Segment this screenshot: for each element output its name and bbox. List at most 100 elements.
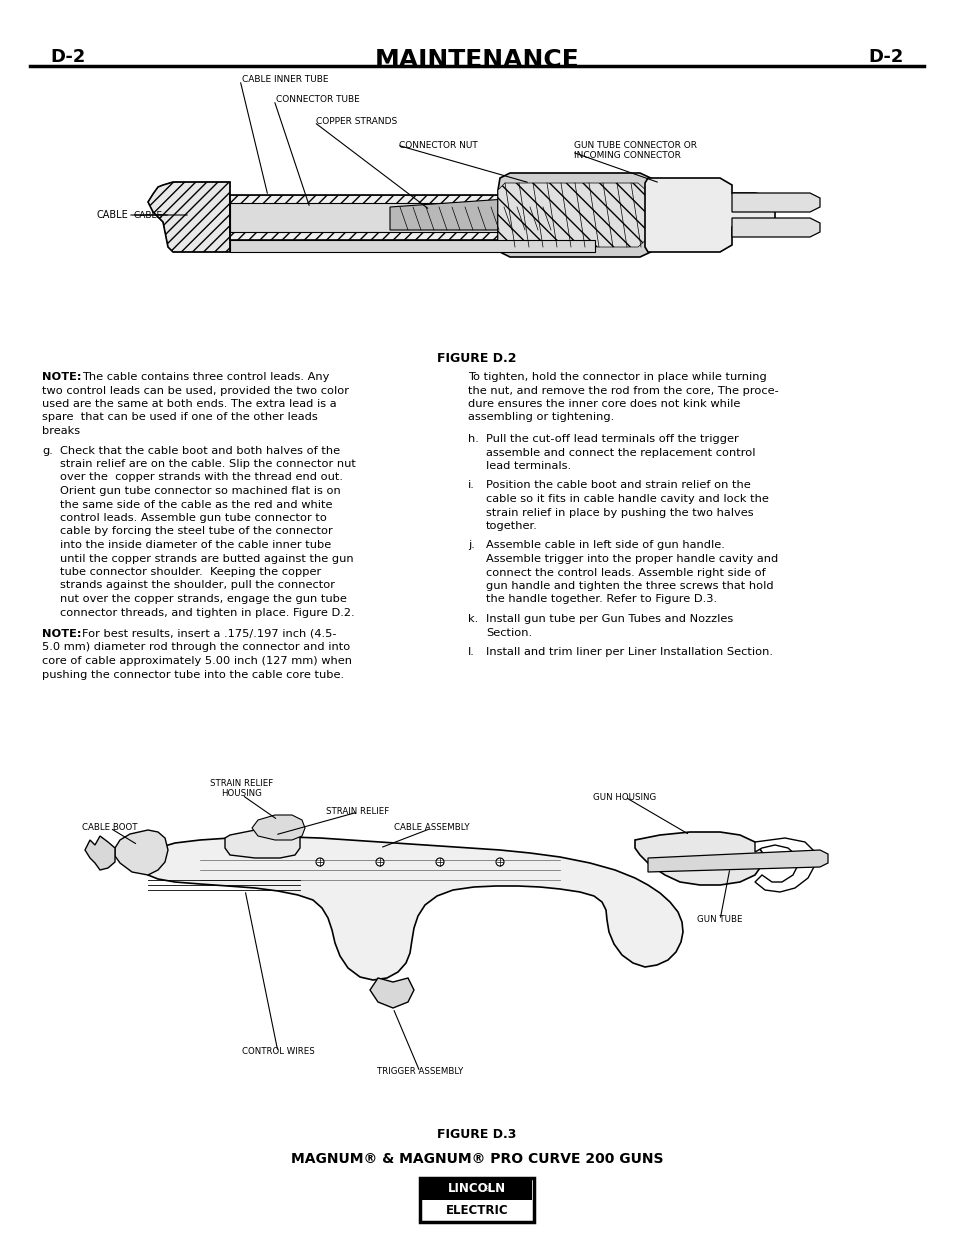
Text: core of cable approximately 5.00 inch (127 mm) when: core of cable approximately 5.00 inch (1…	[42, 656, 352, 666]
Text: NOTE:: NOTE:	[42, 372, 81, 382]
Text: GUN TUBE CONNECTOR OR: GUN TUBE CONNECTOR OR	[574, 141, 697, 149]
Text: STRAIN RELIEF: STRAIN RELIEF	[326, 808, 389, 816]
Polygon shape	[731, 219, 820, 237]
Text: j.: j.	[468, 541, 475, 551]
Text: connector threads, and tighten in place. Figure D.2.: connector threads, and tighten in place.…	[60, 608, 355, 618]
Bar	[230, 195, 595, 240]
Polygon shape	[148, 182, 230, 252]
Polygon shape	[85, 836, 115, 869]
Text: assemble and connect the replacement control: assemble and connect the replacement con…	[485, 447, 755, 457]
Polygon shape	[390, 194, 561, 230]
Text: NOTE:: NOTE:	[42, 629, 81, 638]
Text: STRAIN RELIEF: STRAIN RELIEF	[211, 779, 274, 788]
Text: CABLE: CABLE	[96, 210, 128, 220]
Text: For best results, insert a .175/.197 inch (4.5-: For best results, insert a .175/.197 inc…	[82, 629, 336, 638]
Bar	[230, 195, 595, 240]
Text: GUN TUBE: GUN TUBE	[697, 915, 742, 925]
Text: FIGURE D.3: FIGURE D.3	[436, 1128, 517, 1141]
Text: Orient gun tube connector so machined flat is on: Orient gun tube connector so machined fl…	[60, 487, 340, 496]
Text: nut over the copper strands, engage the gun tube: nut over the copper strands, engage the …	[60, 594, 347, 604]
Polygon shape	[731, 193, 820, 212]
Text: gun handle and tighten the three screws that hold: gun handle and tighten the three screws …	[485, 580, 773, 592]
Text: Section.: Section.	[485, 627, 532, 637]
Text: dure ensures the inner core does not kink while: dure ensures the inner core does not kin…	[468, 399, 740, 409]
Text: To tighten, hold the connector in place while turning: To tighten, hold the connector in place …	[468, 372, 766, 382]
Text: used are the same at both ends. The extra lead is a: used are the same at both ends. The extr…	[42, 399, 336, 409]
Text: cable so it fits in cable handle cavity and lock the: cable so it fits in cable handle cavity …	[485, 494, 768, 504]
Text: 5.0 mm) diameter rod through the connector and into: 5.0 mm) diameter rod through the connect…	[42, 642, 350, 652]
Bar	[421, 1179, 532, 1200]
Text: the handle together. Refer to Figure D.3.: the handle together. Refer to Figure D.3…	[485, 594, 717, 604]
Text: k.: k.	[468, 614, 477, 624]
Text: the same side of the cable as the red and white: the same side of the cable as the red an…	[60, 499, 333, 510]
Text: strain relief in place by pushing the two halves: strain relief in place by pushing the tw…	[485, 508, 753, 517]
Polygon shape	[252, 815, 305, 840]
Text: together.: together.	[485, 521, 537, 531]
Polygon shape	[754, 839, 814, 892]
Text: into the inside diameter of the cable inner tube: into the inside diameter of the cable in…	[60, 540, 331, 550]
Text: l.: l.	[468, 647, 475, 657]
Text: g.: g.	[42, 446, 52, 456]
Text: ELECTRIC: ELECTRIC	[445, 1204, 508, 1216]
Text: LINCOLN: LINCOLN	[448, 1182, 505, 1195]
Text: D-2: D-2	[868, 48, 903, 65]
Text: COPPER STRANDS: COPPER STRANDS	[315, 117, 396, 126]
Polygon shape	[230, 240, 595, 252]
Text: Position the cable boot and strain relief on the: Position the cable boot and strain relie…	[485, 480, 750, 490]
Circle shape	[375, 858, 384, 866]
Text: CONNECTOR TUBE: CONNECTOR TUBE	[275, 95, 359, 105]
Text: until the copper strands are butted against the gun: until the copper strands are butted agai…	[60, 553, 354, 563]
Text: CABLE ASSEMBLY: CABLE ASSEMBLY	[394, 824, 469, 832]
Text: connect the control leads. Assemble right side of: connect the control leads. Assemble righ…	[485, 568, 765, 578]
Polygon shape	[115, 830, 168, 876]
Text: spare  that can be used if one of the other leads: spare that can be used if one of the oth…	[42, 412, 317, 422]
Text: INCOMING CONNECTOR: INCOMING CONNECTOR	[574, 151, 680, 161]
Text: MAGNUM® & MAGNUM® PRO CURVE 200 GUNS: MAGNUM® & MAGNUM® PRO CURVE 200 GUNS	[291, 1152, 662, 1166]
Text: HOUSING: HOUSING	[221, 789, 262, 798]
Circle shape	[315, 858, 324, 866]
Text: CABLE INNER TUBE: CABLE INNER TUBE	[242, 75, 328, 84]
Text: Assemble cable in left side of gun handle.: Assemble cable in left side of gun handl…	[485, 541, 724, 551]
Text: h.: h.	[468, 433, 478, 445]
Text: control leads. Assemble gun tube connector to: control leads. Assemble gun tube connect…	[60, 513, 327, 522]
Text: MAINTENANCE: MAINTENANCE	[375, 48, 578, 72]
Polygon shape	[635, 832, 761, 885]
Text: ®: ®	[483, 1186, 491, 1192]
Bar	[230, 203, 519, 232]
Circle shape	[496, 858, 503, 866]
Polygon shape	[370, 978, 414, 1008]
Text: FIGURE D.2: FIGURE D.2	[436, 352, 517, 366]
Text: CABLE: CABLE	[133, 210, 163, 220]
Text: the nut, and remove the rod from the core, The proce-: the nut, and remove the rod from the cor…	[468, 385, 778, 395]
Text: pushing the connector tube into the cable core tube.: pushing the connector tube into the cabl…	[42, 669, 344, 679]
Text: assembling or tightening.: assembling or tightening.	[468, 412, 614, 422]
Bar	[419, 1178, 534, 1221]
Text: TRIGGER ASSEMBLY: TRIGGER ASSEMBLY	[376, 1067, 462, 1077]
Polygon shape	[647, 850, 827, 872]
Text: cable by forcing the steel tube of the connector: cable by forcing the steel tube of the c…	[60, 526, 333, 536]
Polygon shape	[145, 837, 682, 981]
Circle shape	[436, 858, 443, 866]
Text: Assemble trigger into the proper handle cavity and: Assemble trigger into the proper handle …	[485, 555, 778, 564]
Text: tube connector shoulder.  Keeping the copper: tube connector shoulder. Keeping the cop…	[60, 567, 321, 577]
Text: strain relief are on the cable. Slip the connector nut: strain relief are on the cable. Slip the…	[60, 459, 355, 469]
Text: CONTROL WIRES: CONTROL WIRES	[241, 1047, 314, 1056]
Polygon shape	[644, 178, 774, 252]
Text: two control leads can be used, provided the two color: two control leads can be used, provided …	[42, 385, 349, 395]
Text: Install gun tube per Gun Tubes and Nozzles: Install gun tube per Gun Tubes and Nozzl…	[485, 614, 733, 624]
Polygon shape	[225, 827, 299, 858]
Text: Install and trim liner per Liner Installation Section.: Install and trim liner per Liner Install…	[485, 647, 772, 657]
Text: D-2: D-2	[50, 48, 85, 65]
Text: strands against the shoulder, pull the connector: strands against the shoulder, pull the c…	[60, 580, 335, 590]
Text: over the  copper strands with the thread end out.: over the copper strands with the thread …	[60, 473, 343, 483]
Text: Pull the cut-off lead terminals off the trigger: Pull the cut-off lead terminals off the …	[485, 433, 738, 445]
Text: i.: i.	[468, 480, 475, 490]
Text: breaks: breaks	[42, 426, 80, 436]
Text: The cable contains three control leads. Any: The cable contains three control leads. …	[82, 372, 329, 382]
Text: GUN HOUSING: GUN HOUSING	[593, 793, 656, 802]
Text: Check that the cable boot and both halves of the: Check that the cable boot and both halve…	[60, 446, 340, 456]
Text: CONNECTOR NUT: CONNECTOR NUT	[398, 141, 477, 149]
Polygon shape	[497, 173, 659, 257]
Text: CABLE BOOT: CABLE BOOT	[82, 824, 137, 832]
Text: lead terminals.: lead terminals.	[485, 461, 571, 471]
